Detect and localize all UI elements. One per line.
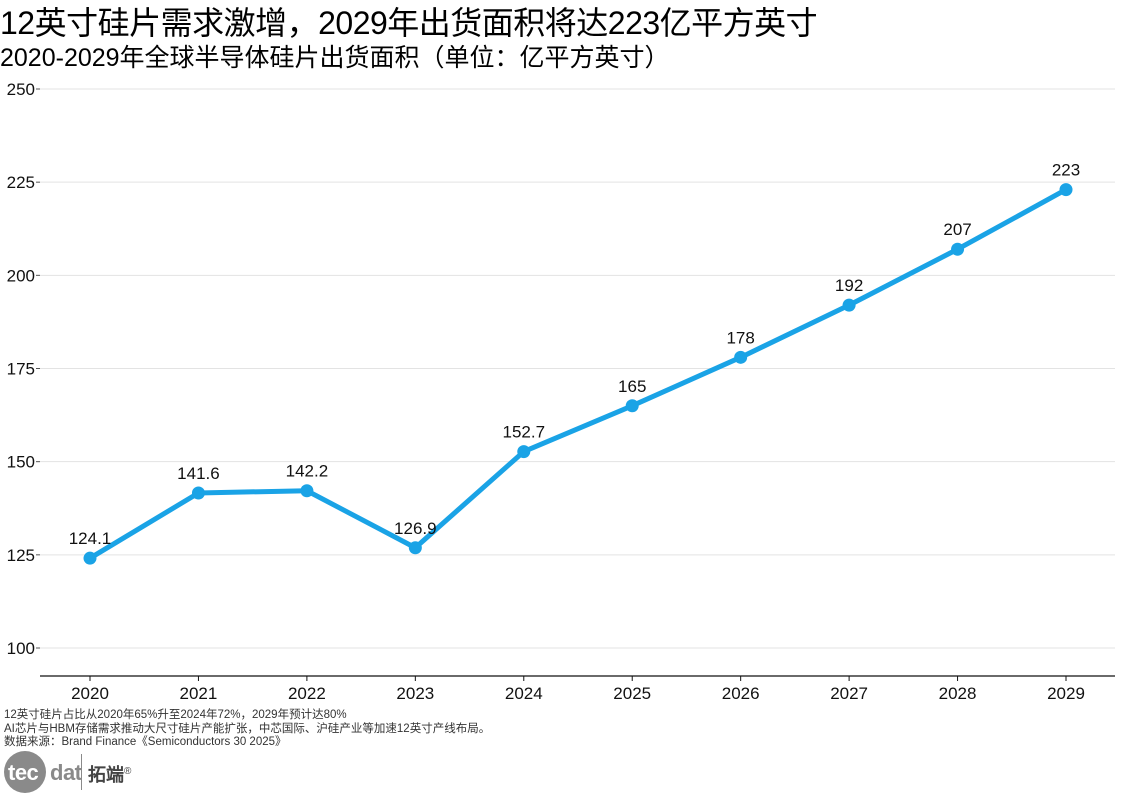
data-point — [734, 350, 748, 364]
y-tick-label: 175 — [7, 360, 35, 379]
y-tick-label: 200 — [7, 266, 35, 285]
series-layer — [83, 183, 1073, 565]
data-point — [625, 399, 639, 413]
tecdat-logo: tec dat 拓端® — [4, 751, 131, 793]
grid-lines — [40, 88, 1115, 649]
data-label: 141.6 — [177, 464, 220, 483]
data-label: 207 — [943, 220, 971, 239]
footnote-source: 数据来源：Brand Finance《Semiconductors 30 202… — [4, 736, 287, 748]
data-point — [408, 541, 422, 555]
logo-name-cn: 拓端® — [88, 765, 132, 785]
data-point — [191, 486, 205, 500]
x-tick-label: 2020 — [71, 684, 109, 703]
chart-title: 12英寸硅片需求激增，2029年出货面积将达223亿平方英寸 — [0, 5, 818, 41]
x-tick-label: 2028 — [939, 684, 977, 703]
logo-word-part1: tec — [8, 760, 39, 785]
x-tick-label: 2029 — [1047, 684, 1085, 703]
data-point — [951, 242, 965, 256]
x-tick-label: 2022 — [288, 684, 326, 703]
data-label: 124.1 — [69, 529, 112, 548]
data-point — [517, 445, 531, 459]
data-label: 152.7 — [503, 423, 546, 442]
data-point — [1059, 183, 1073, 197]
data-point — [83, 551, 97, 565]
x-tick-label: 2023 — [396, 684, 434, 703]
x-tick-label: 2025 — [613, 684, 651, 703]
footnote-2: AI芯片与HBM存储需求推动大尺寸硅片产能扩张，中芯国际、沪硅产业等加速12英寸… — [4, 722, 491, 735]
chart-subtitle: 2020-2029年全球半导体硅片出货面积（单位：亿平方英寸） — [0, 44, 670, 72]
logo-word-part2: dat — [50, 760, 82, 785]
data-label: 192 — [835, 276, 863, 295]
data-point — [842, 298, 856, 312]
y-tick-label: 225 — [7, 173, 35, 192]
data-point — [300, 484, 314, 498]
axes: 100 125 150 175 200 225 250 2020 2021 2022 2023 202… — [7, 80, 1115, 703]
y-tick-label: 250 — [7, 80, 35, 99]
x-tick-label: 2021 — [180, 684, 218, 703]
logo-circle-icon — [4, 751, 46, 793]
data-label: 178 — [726, 328, 754, 347]
x-tick-label: 2024 — [505, 684, 543, 703]
y-tick-label: 100 — [7, 639, 35, 658]
y-tick-label: 150 — [7, 453, 35, 472]
data-label: 223 — [1052, 161, 1080, 180]
footnote-1: 12英寸硅片占比从2020年65%升至2024年72%，2029年预计达80% — [4, 709, 347, 721]
x-tick-label: 2027 — [830, 684, 868, 703]
series-line — [87, 187, 1069, 561]
footnotes: 12英寸硅片占比从2020年65%升至2024年72%，2029年预计达80% … — [4, 709, 490, 750]
y-tick-label: 125 — [7, 546, 35, 565]
data-label: 165 — [618, 377, 646, 396]
logo-divider — [81, 754, 82, 790]
data-label: 142.2 — [286, 462, 329, 481]
data-label: 126.9 — [394, 519, 437, 538]
x-tick-label: 2026 — [722, 684, 760, 703]
data-labels: 124.1 141.6 142.2 126.9 152.7 165 178 192 207 223 — [69, 161, 1080, 549]
